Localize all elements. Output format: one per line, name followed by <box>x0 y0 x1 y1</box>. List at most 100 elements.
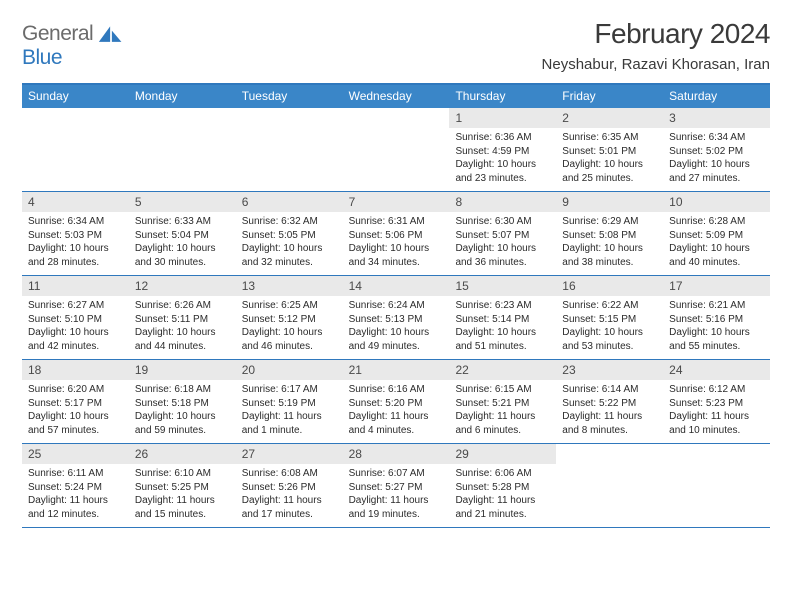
day-number: 15 <box>449 276 556 296</box>
sunrise-line: Sunrise: 6:11 AM <box>28 467 123 481</box>
header-row: General Blue February 2024 Neyshabur, Ra… <box>22 18 770 73</box>
day-number: 13 <box>236 276 343 296</box>
day-body: Sunrise: 6:17 AMSunset: 5:19 PMDaylight:… <box>236 380 343 443</box>
daylight-line: Daylight: 11 hours and 21 minutes. <box>455 494 550 521</box>
day-body <box>129 114 236 123</box>
day-number: 16 <box>556 276 663 296</box>
sunrise-line: Sunrise: 6:36 AM <box>455 131 550 145</box>
sunset-line: Sunset: 5:17 PM <box>28 397 123 411</box>
sunset-line: Sunset: 5:25 PM <box>135 481 230 495</box>
day-number: 23 <box>556 360 663 380</box>
day-number: 28 <box>343 444 450 464</box>
sunrise-line: Sunrise: 6:27 AM <box>28 299 123 313</box>
day-number: 24 <box>663 360 770 380</box>
day-number: 18 <box>22 360 129 380</box>
day-body <box>556 450 663 459</box>
day-body <box>663 450 770 459</box>
daylight-line: Daylight: 10 hours and 49 minutes. <box>349 326 444 353</box>
sunset-line: Sunset: 5:03 PM <box>28 229 123 243</box>
sunset-line: Sunset: 5:13 PM <box>349 313 444 327</box>
sunset-line: Sunset: 5:22 PM <box>562 397 657 411</box>
day-number: 21 <box>343 360 450 380</box>
day-cell: 16Sunrise: 6:22 AMSunset: 5:15 PMDayligh… <box>556 276 663 359</box>
title-block: February 2024 Neyshabur, Razavi Khorasan… <box>542 18 770 73</box>
sunrise-line: Sunrise: 6:31 AM <box>349 215 444 229</box>
day-body: Sunrise: 6:21 AMSunset: 5:16 PMDaylight:… <box>663 296 770 359</box>
day-cell: 15 Sunrise: 6:23 AMSunset: 5:14 PMDayligh… <box>449 276 556 359</box>
day-body: Sunrise: 6:14 AMSunset: 5:22 PMDaylight:… <box>556 380 663 443</box>
day-cell: 5Sunrise: 6:33 AMSunset: 5:04 PMDaylight… <box>129 192 236 275</box>
logo-word-general: General <box>22 22 93 45</box>
sunrise-line: Sunrise: 6:28 AM <box>669 215 764 229</box>
dow-header-row: Sunday Monday Tuesday Wednesday Thursday… <box>22 85 770 108</box>
sunrise-line: Sunrise: 6:29 AM <box>562 215 657 229</box>
sunset-line: Sunset: 5:15 PM <box>562 313 657 327</box>
sunrise-line: Sunrise: 6:35 AM <box>562 131 657 145</box>
sunrise-line: Sunrise: 6:22 AM <box>562 299 657 313</box>
calendar-page: General Blue February 2024 Neyshabur, Ra… <box>0 0 792 538</box>
day-number: 10 <box>663 192 770 212</box>
week-row: 18Sunrise: 6:20 AMSunset: 5:17 PMDayligh… <box>22 360 770 444</box>
day-number: 29 <box>449 444 556 464</box>
day-cell: 20Sunrise: 6:17 AMSunset: 5:19 PMDayligh… <box>236 360 343 443</box>
sunrise-line: Sunrise: 6:23 AM <box>455 299 550 313</box>
day-cell: 2Sunrise: 6:35 AMSunset: 5:01 PMDaylight… <box>556 108 663 191</box>
day-number: 19 <box>129 360 236 380</box>
sunset-line: Sunset: 5:14 PM <box>455 313 550 327</box>
daylight-line: Daylight: 11 hours and 8 minutes. <box>562 410 657 437</box>
sunset-line: Sunset: 5:18 PM <box>135 397 230 411</box>
logo-sail-icon <box>98 24 124 46</box>
sunset-line: Sunset: 5:02 PM <box>669 145 764 159</box>
day-body: Sunrise: 6:11 AMSunset: 5:24 PMDaylight:… <box>22 464 129 527</box>
day-cell: 17Sunrise: 6:21 AMSunset: 5:16 PMDayligh… <box>663 276 770 359</box>
day-number: 3 <box>663 108 770 128</box>
day-body: Sunrise: 6:24 AMSunset: 5:13 PMDaylight:… <box>343 296 450 359</box>
day-number: 9 <box>556 192 663 212</box>
day-body: Sunrise: 6:32 AMSunset: 5:05 PMDaylight:… <box>236 212 343 275</box>
daylight-line: Daylight: 11 hours and 4 minutes. <box>349 410 444 437</box>
day-cell: 26Sunrise: 6:10 AMSunset: 5:25 PMDayligh… <box>129 444 236 527</box>
daylight-line: Daylight: 11 hours and 12 minutes. <box>28 494 123 521</box>
day-cell: 14Sunrise: 6:24 AMSunset: 5:13 PMDayligh… <box>343 276 450 359</box>
sunrise-line: Sunrise: 6:07 AM <box>349 467 444 481</box>
daylight-line: Daylight: 10 hours and 57 minutes. <box>28 410 123 437</box>
day-cell: 21Sunrise: 6:16 AMSunset: 5:20 PMDayligh… <box>343 360 450 443</box>
weeks-container: 1Sunrise: 6:36 AMSunset: 4:59 PMDaylight… <box>22 108 770 528</box>
location-subtitle: Neyshabur, Razavi Khorasan, Iran <box>542 56 770 73</box>
day-number: 8 <box>449 192 556 212</box>
day-cell: 7Sunrise: 6:31 AMSunset: 5:06 PMDaylight… <box>343 192 450 275</box>
sunrise-line: Sunrise: 6:12 AM <box>669 383 764 397</box>
daylight-line: Daylight: 10 hours and 32 minutes. <box>242 242 337 269</box>
day-cell: 22Sunrise: 6:15 AMSunset: 5:21 PMDayligh… <box>449 360 556 443</box>
dow-saturday: Saturday <box>663 85 770 108</box>
daylight-line: Daylight: 10 hours and 51 minutes. <box>455 326 550 353</box>
day-body <box>236 114 343 123</box>
day-body: Sunrise: 6:07 AMSunset: 5:27 PMDaylight:… <box>343 464 450 527</box>
daylight-line: Daylight: 11 hours and 19 minutes. <box>349 494 444 521</box>
day-number: 25 <box>22 444 129 464</box>
day-cell <box>556 444 663 527</box>
day-cell <box>129 108 236 191</box>
day-body: Sunrise: 6:26 AMSunset: 5:11 PMDaylight:… <box>129 296 236 359</box>
dow-wednesday: Wednesday <box>343 85 450 108</box>
day-cell: 12Sunrise: 6:26 AMSunset: 5:11 PMDayligh… <box>129 276 236 359</box>
daylight-line: Daylight: 11 hours and 17 minutes. <box>242 494 337 521</box>
sunrise-line: Sunrise: 6:32 AM <box>242 215 337 229</box>
sunset-line: Sunset: 5:12 PM <box>242 313 337 327</box>
sunset-line: Sunset: 5:06 PM <box>349 229 444 243</box>
sunset-line: Sunset: 5:01 PM <box>562 145 657 159</box>
sunset-line: Sunset: 5:24 PM <box>28 481 123 495</box>
day-body: Sunrise: 6:15 AMSunset: 5:21 PMDaylight:… <box>449 380 556 443</box>
sunrise-line: Sunrise: 6:15 AM <box>455 383 550 397</box>
day-body: Sunrise: 6:34 AMSunset: 5:03 PMDaylight:… <box>22 212 129 275</box>
day-cell: 24Sunrise: 6:12 AMSunset: 5:23 PMDayligh… <box>663 360 770 443</box>
sunset-line: Sunset: 5:19 PM <box>242 397 337 411</box>
day-cell: 1Sunrise: 6:36 AMSunset: 4:59 PMDaylight… <box>449 108 556 191</box>
day-body: Sunrise: 6:29 AMSunset: 5:08 PMDaylight:… <box>556 212 663 275</box>
day-cell: 6Sunrise: 6:32 AMSunset: 5:05 PMDaylight… <box>236 192 343 275</box>
daylight-line: Daylight: 11 hours and 15 minutes. <box>135 494 230 521</box>
day-cell <box>343 108 450 191</box>
sunset-line: Sunset: 5:20 PM <box>349 397 444 411</box>
week-row: 25Sunrise: 6:11 AMSunset: 5:24 PMDayligh… <box>22 444 770 528</box>
daylight-line: Daylight: 10 hours and 44 minutes. <box>135 326 230 353</box>
